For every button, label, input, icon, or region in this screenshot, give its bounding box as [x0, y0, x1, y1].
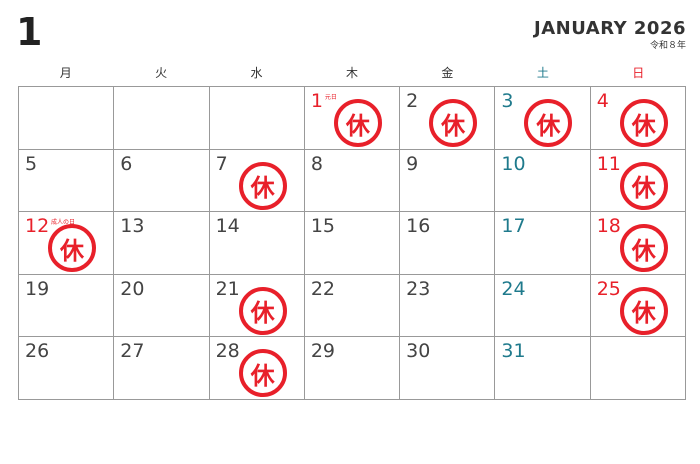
day-number: 2 [406, 90, 419, 112]
day-cell[interactable]: 16 [400, 212, 496, 275]
day-number: 23 [406, 277, 431, 300]
weekday-label: 水 [250, 66, 263, 80]
day-number: 8 [310, 152, 323, 175]
day-number: 20 [120, 277, 145, 300]
day-number: 16 [406, 215, 431, 238]
closed-day-stamp-icon: 休 [48, 224, 96, 273]
weekday-label: 金 [441, 66, 454, 80]
day-cell[interactable]: 14 [209, 212, 305, 275]
closed-day-stamp-icon: 休 [238, 349, 287, 398]
day-number: 28 [215, 340, 240, 363]
weekday-label: 月 [59, 66, 72, 80]
day-cell[interactable]: 21 休 [209, 274, 305, 338]
day-number: 7 [215, 152, 228, 175]
day-cell[interactable]: 13 [114, 212, 210, 275]
weekday-header: 月火水木金土日 [18, 64, 686, 81]
day-number: 24 [501, 277, 526, 300]
day-number: 13 [120, 215, 145, 238]
day-cell[interactable]: 20 [114, 274, 210, 338]
empty-cell [114, 87, 210, 150]
day-number: 21 [215, 277, 240, 300]
day-number: 5 [25, 152, 38, 175]
day-number: 1 [310, 90, 323, 112]
day-cell[interactable]: 15 [304, 212, 401, 275]
day-cell[interactable]: 11 休 [590, 149, 686, 213]
closed-day-stamp-icon: 休 [619, 161, 668, 210]
closed-day-stamp-icon: 休 [524, 99, 573, 147]
day-cell[interactable]: 27 [114, 337, 210, 400]
month-number: 1 [16, 10, 43, 54]
empty-cell [590, 337, 686, 400]
day-cell[interactable]: 26 [19, 337, 115, 400]
weekday-label: 土 [536, 66, 549, 80]
weekday-label: 日 [632, 66, 645, 80]
day-cell[interactable]: 1 元日休 [304, 87, 401, 150]
day-number: 22 [310, 277, 336, 300]
day-number: 3 [501, 90, 514, 112]
empty-cell [209, 87, 305, 150]
day-cell[interactable]: 10 [495, 149, 591, 213]
holiday-name: 成人の日 [51, 219, 76, 227]
closed-day-stamp-icon: 休 [619, 286, 668, 335]
month-title: JANUARY 2026 [534, 18, 686, 39]
holiday-name: 元日 [324, 94, 337, 101]
day-cell[interactable]: 22 [304, 274, 401, 338]
day-number: 6 [120, 152, 133, 175]
day-number: 14 [215, 215, 240, 238]
day-number: 10 [501, 152, 526, 175]
day-cell[interactable]: 12 成人の日休 [19, 212, 115, 275]
empty-cell [19, 87, 115, 150]
day-cell[interactable]: 23 [400, 274, 496, 338]
day-number: 11 [596, 152, 621, 175]
day-cell[interactable]: 28 休 [209, 337, 305, 400]
day-number: 17 [501, 215, 526, 238]
day-cell[interactable]: 25 休 [590, 274, 686, 338]
day-cell[interactable]: 6 [114, 149, 210, 213]
era-year: 令和８年 [649, 41, 686, 51]
weekday-label: 木 [345, 66, 358, 80]
day-cell[interactable]: 24 [495, 274, 591, 338]
day-number: 4 [596, 90, 609, 112]
day-cell[interactable]: 31 [495, 337, 591, 400]
day-number: 27 [120, 340, 145, 363]
closed-day-stamp-icon: 休 [619, 99, 668, 147]
day-number: 25 [596, 277, 621, 300]
closed-day-stamp-icon: 休 [238, 161, 287, 210]
day-number: 30 [406, 340, 431, 363]
day-number: 26 [25, 340, 50, 363]
day-cell[interactable]: 8 [304, 149, 401, 213]
day-number: 31 [501, 340, 526, 363]
day-cell[interactable]: 17 [495, 212, 591, 275]
day-number: 19 [25, 277, 50, 300]
day-number: 15 [310, 215, 336, 238]
day-cell[interactable]: 30 [400, 337, 496, 400]
calendar-grid: 1 元日休 2 休 3 休 4 休 5 6 7 休 8 9 10 11 休 12 成人の日休 13 14 15 16 17 18… [18, 86, 686, 400]
day-number: 29 [310, 340, 336, 363]
day-number: 9 [406, 152, 419, 175]
day-cell[interactable]: 9 [400, 149, 496, 213]
day-cell[interactable]: 18 休 [590, 212, 686, 275]
closed-day-stamp-icon: 休 [333, 99, 382, 147]
weekday-label: 火 [155, 66, 168, 80]
closed-day-stamp-icon: 休 [429, 99, 478, 147]
day-number: 18 [596, 215, 621, 238]
day-cell[interactable]: 5 [19, 149, 115, 213]
closed-day-stamp-icon: 休 [619, 224, 668, 273]
closed-day-stamp-icon: 休 [238, 286, 287, 335]
day-cell[interactable]: 19 [19, 274, 115, 338]
day-cell[interactable]: 29 [304, 337, 401, 400]
day-number: 12 [25, 215, 50, 238]
